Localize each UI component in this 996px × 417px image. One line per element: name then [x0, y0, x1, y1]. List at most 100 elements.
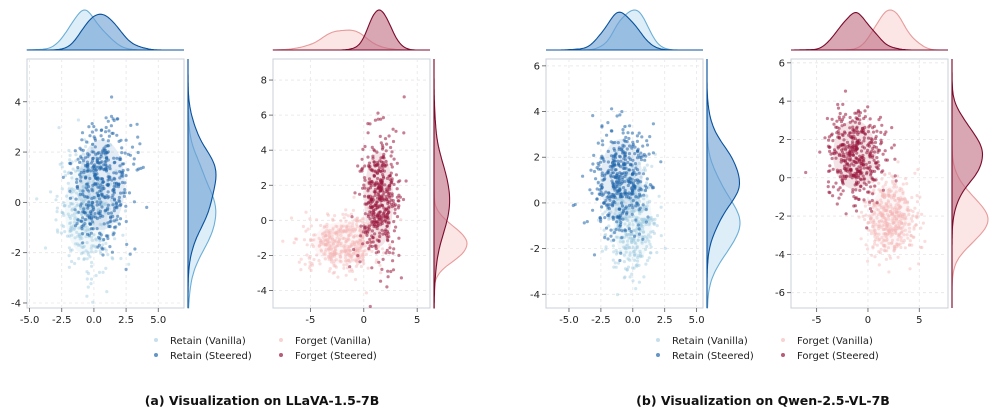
scatter-point — [91, 244, 96, 248]
scatter-point — [623, 246, 627, 250]
scatter-point — [892, 194, 897, 198]
scatter-point — [350, 268, 354, 272]
scatter-point — [896, 196, 901, 201]
scatter-point — [886, 191, 890, 196]
scatter-point — [634, 218, 638, 222]
scatter-point — [607, 191, 611, 195]
scatter-point — [911, 214, 915, 218]
scatter-point — [880, 177, 884, 181]
scatter-point — [388, 246, 392, 250]
scatter-point — [649, 251, 653, 255]
scatter-point — [861, 153, 865, 158]
scatter-point — [390, 205, 394, 209]
scatter-point — [884, 180, 888, 184]
scatter-point — [342, 216, 346, 220]
scatter-point — [641, 144, 645, 148]
scatter-point — [625, 218, 629, 222]
scatter-point — [90, 244, 94, 248]
scatter-point — [73, 236, 77, 240]
scatter-point — [344, 237, 348, 241]
scatter-point — [653, 217, 657, 221]
scatter-point — [394, 173, 398, 177]
scatter-point — [62, 224, 66, 229]
scatter-point — [78, 173, 82, 177]
scatter-point — [346, 236, 350, 240]
scatter-point — [319, 238, 323, 242]
scatter-point — [868, 117, 872, 121]
scatter-point — [361, 254, 365, 258]
scatter-point — [359, 239, 363, 243]
scatter-point — [881, 206, 885, 210]
scatter-point — [581, 174, 585, 178]
scatter-point — [369, 240, 373, 244]
scatter-point — [123, 209, 127, 213]
scatter-point — [907, 212, 911, 217]
scatter-point — [361, 220, 365, 224]
scatter-point — [106, 236, 110, 241]
scatter-point — [878, 251, 882, 255]
scatter-point — [881, 243, 886, 248]
scatter-point — [335, 231, 339, 235]
scatter-point — [120, 180, 125, 185]
scatter-point — [857, 174, 861, 178]
scatter-point — [358, 260, 362, 264]
scatter-point — [364, 291, 368, 295]
scatter-point — [396, 199, 400, 203]
scatter-point — [361, 236, 365, 240]
scatter-point — [387, 251, 392, 255]
scatter-point — [827, 135, 832, 139]
scatter-point — [624, 135, 628, 139]
scatter-point — [629, 232, 633, 236]
scatter-point — [335, 236, 339, 240]
scatter-point — [849, 131, 853, 135]
scatter-point — [360, 236, 365, 240]
scatter-point — [640, 219, 644, 223]
scatter-point — [373, 220, 377, 224]
scatter-point — [100, 177, 104, 181]
scatter-point — [330, 260, 334, 264]
scatter-point — [828, 169, 832, 173]
scatter-point — [636, 223, 640, 227]
scatter-point — [326, 213, 330, 217]
scatter-point — [99, 189, 103, 193]
scatter-point — [896, 214, 901, 218]
scatter-point — [396, 180, 400, 184]
scatter-point — [122, 194, 126, 198]
scatter-point — [321, 235, 325, 239]
scatter-point — [862, 187, 866, 191]
scatter-point — [905, 201, 910, 205]
scatter-point — [321, 240, 325, 244]
scatter-point — [626, 131, 630, 135]
scatter-point — [604, 203, 609, 207]
scatter-point — [74, 153, 78, 157]
scatter-point — [875, 243, 879, 247]
scatter-point — [889, 212, 894, 216]
scatter-point — [613, 188, 617, 192]
scatter-point — [853, 137, 858, 141]
y-tick-label: -2 — [11, 248, 21, 259]
scatter-point — [866, 148, 870, 152]
scatter-point — [642, 197, 646, 201]
scatter-point — [345, 248, 349, 252]
scatter-point — [893, 216, 897, 220]
scatter-point — [596, 180, 600, 184]
scatter-point — [382, 191, 386, 195]
scatter-point — [389, 198, 393, 202]
scatter-point — [629, 215, 633, 219]
scatter-point — [85, 140, 89, 144]
scatter-point — [612, 185, 616, 189]
scatter-point — [906, 209, 910, 213]
scatter-point — [633, 234, 637, 238]
scatter-point — [591, 114, 595, 118]
scatter-point — [112, 156, 116, 160]
scatter-point — [349, 253, 353, 257]
scatter-point — [369, 184, 373, 188]
scatter-point — [622, 245, 626, 249]
scatter-point — [104, 130, 108, 134]
scatter-point — [135, 122, 139, 126]
scatter-point — [347, 234, 351, 238]
scatter-point — [327, 241, 331, 245]
scatter-point — [73, 226, 77, 230]
scatter-point — [836, 129, 840, 133]
scatter-point — [105, 290, 109, 294]
